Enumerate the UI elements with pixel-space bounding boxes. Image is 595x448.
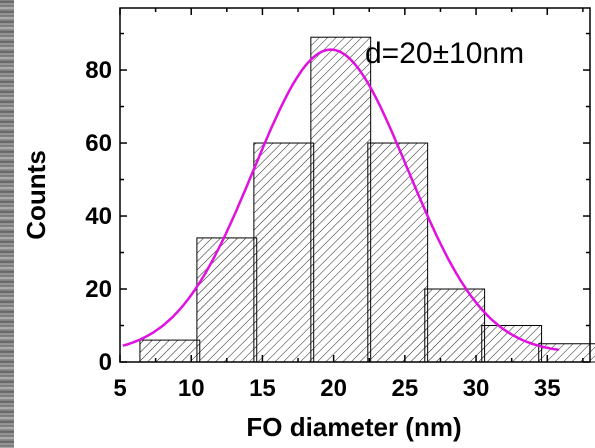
histogram-bar xyxy=(253,142,315,363)
axes-layer xyxy=(119,7,591,363)
y-tick-label: 60 xyxy=(85,130,112,157)
x-tick-label: 5 xyxy=(113,375,126,402)
gaussian-fit-curve xyxy=(122,48,559,352)
x-tick-label: 35 xyxy=(534,375,561,402)
plot-frame xyxy=(119,7,591,363)
histogram-bar xyxy=(310,36,372,363)
background-image-strip xyxy=(0,0,14,448)
y-axis-title: Counts xyxy=(21,150,51,240)
x-axis-title: FO diameter (nm) xyxy=(246,412,461,442)
labels-layer: 5 10 15 20 25 30 35 0 20 40 60 80 xyxy=(85,57,560,402)
y-tick-label: 40 xyxy=(85,203,112,230)
x-tick-label: 10 xyxy=(178,375,205,402)
x-tick-label: 15 xyxy=(249,375,276,402)
y-tick-label: 20 xyxy=(85,276,112,303)
histogram-bar xyxy=(196,237,258,363)
annotation-label: d=20±10nm xyxy=(365,37,524,70)
fit-layer xyxy=(122,48,559,352)
x-tick-label: 30 xyxy=(463,375,490,402)
x-tick-label: 25 xyxy=(391,375,418,402)
y-tick-label: 80 xyxy=(85,57,112,84)
x-tick-label: 20 xyxy=(320,375,347,402)
bars-layer xyxy=(139,36,595,363)
y-tick-label: 0 xyxy=(99,349,112,376)
histogram-bar xyxy=(367,142,429,363)
